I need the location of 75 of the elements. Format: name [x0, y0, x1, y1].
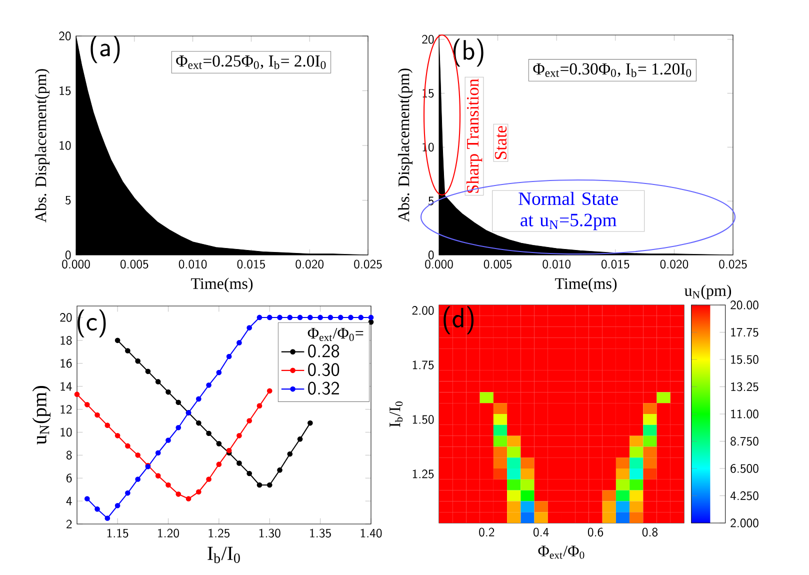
- annotation: Sharp Transition: [466, 78, 482, 193]
- color-bar-label: 15.50: [731, 355, 758, 364]
- annotation: Φ$_{ext}$=0.25Φ$_{0}$, I$_{b}$= 2.0I$_{0}$: [176, 55, 326, 70]
- x-tick-label: 0.4: [534, 528, 549, 537]
- y-tick-label: 20: [60, 313, 72, 322]
- y-tick-label: 5: [428, 196, 434, 206]
- y-tick-label: 8: [66, 450, 72, 460]
- y-tick-label: 0: [428, 250, 434, 260]
- y-tick-label: 10: [60, 428, 72, 437]
- color-bar-label: 8.750: [730, 436, 758, 446]
- x-tick-label: 0.6: [588, 528, 604, 537]
- x-tick-label: 0.005: [484, 260, 512, 269]
- y-tick-label: 5: [65, 196, 71, 205]
- y-axis-title: u$_{N}$(pm): [32, 386, 50, 445]
- x-tick-label: 1.35: [310, 528, 331, 538]
- x-tick-label: 1.30: [259, 528, 280, 538]
- x-tick-label: 1.20: [158, 528, 179, 538]
- y-axis-title: I$_{b}$/I$_{0}$: [390, 402, 403, 427]
- legend-label: 0.28: [308, 344, 340, 358]
- color-bar-label: 2.000: [730, 518, 758, 528]
- y-tick-label: 2: [66, 520, 72, 528]
- y-axis-title: Abs. Displacement(pm): [398, 68, 412, 222]
- x-axis-title: Time(ms): [191, 278, 253, 292]
- y-tick-label: 0: [65, 250, 71, 260]
- x-tick-label: 0.8: [642, 528, 658, 537]
- annotation: Normal State at u$_{N}$=5.2pm: [518, 192, 618, 230]
- y-tick-label: 1.50: [412, 415, 434, 424]
- y-tick-label: 6: [66, 474, 72, 483]
- x-tick-label: 0.025: [719, 260, 747, 269]
- y-tick-label: 18: [60, 336, 72, 345]
- x-tick-label: 0.020: [296, 260, 324, 269]
- color-bar-label: 17.75: [731, 328, 758, 337]
- x-axis-title: I$_{b}$/I$_{0}$: [208, 546, 240, 564]
- x-tick-label: 1.25: [208, 528, 230, 538]
- y-tick-label: 14: [60, 382, 72, 391]
- annotation: Φ$_{ext}$=0.30Φ$_{0}$, I$_{b}$= 1.20I$_{0}$: [533, 63, 692, 78]
- legend-label: 0.30: [308, 363, 340, 376]
- x-tick-label: 0.025: [354, 260, 382, 269]
- color-bar-label: 13.25: [731, 382, 758, 392]
- legend-title: Φ$_{ext}$/Φ$_{0}$=: [308, 328, 364, 341]
- color-bar-title: u$_{N}$(pm): [684, 284, 732, 300]
- y-axis-title: Abs. Displacement(pm): [34, 69, 50, 222]
- y-tick-label: 20: [422, 34, 434, 44]
- y-tick-label: 20: [59, 32, 71, 40]
- x-tick-label: 1.15: [107, 528, 128, 538]
- color-bar-label: 4.250: [730, 491, 758, 500]
- y-tick-label: 4: [66, 496, 72, 506]
- x-tick-label: 0.000: [62, 260, 90, 269]
- y-tick-label: 1.75: [412, 360, 434, 370]
- color-bar-label: 20.00: [730, 300, 758, 310]
- x-tick-label: 0.005: [120, 260, 148, 269]
- annotation: (b): [453, 38, 484, 67]
- y-tick-label: 12: [60, 404, 72, 414]
- x-tick-label: 0.010: [178, 260, 207, 269]
- annotation: (a): [90, 35, 120, 64]
- annotation: (d): [444, 306, 474, 334]
- color-bar-label: 6.500: [730, 464, 758, 473]
- annotation: (c): [78, 309, 106, 338]
- y-tick-label: 1.25: [412, 470, 434, 478]
- x-tick-label: 0.015: [237, 260, 265, 269]
- y-tick-label: 2.00: [412, 306, 434, 315]
- x-tick-label: 0.010: [542, 260, 570, 269]
- x-tick-label: 0.2: [479, 528, 494, 537]
- legend-label: 0.32: [308, 382, 339, 395]
- y-tick-label: 15: [60, 86, 71, 96]
- x-tick-label: 0.015: [602, 260, 630, 269]
- x-tick-label: 1.40: [360, 528, 382, 538]
- x-tick-label: 0.020: [660, 260, 688, 269]
- x-axis-title: Time(ms): [555, 278, 617, 292]
- x-axis-title: Φ$_{ext}$/Φ$_{0}$: [538, 546, 584, 559]
- color-bar-label: 11.00: [731, 410, 758, 418]
- y-tick-label: 16: [60, 358, 72, 368]
- y-tick-label: 10: [60, 141, 71, 150]
- x-tick-label: 0.000: [425, 260, 453, 269]
- annotation: State: [494, 126, 507, 159]
